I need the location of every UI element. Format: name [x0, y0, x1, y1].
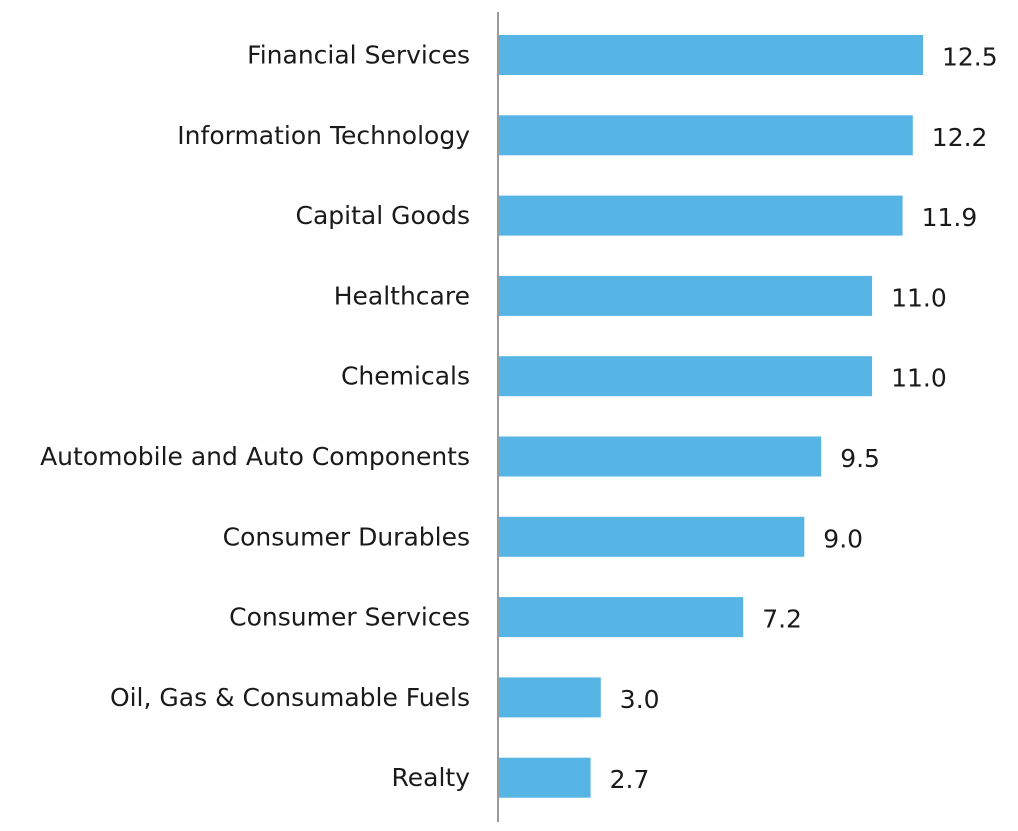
category-label: Capital Goods: [296, 201, 470, 230]
category-label: Oil, Gas & Consumable Fuels: [110, 683, 470, 712]
value-label: 11.9: [922, 203, 978, 232]
value-label: 11.0: [891, 283, 947, 312]
bar-6: [499, 516, 805, 557]
bars-layer: [499, 35, 923, 798]
category-label: Information Technology: [177, 121, 470, 150]
bar-0: [499, 35, 923, 75]
bar-5: [499, 436, 822, 477]
category-labels: Financial Services Information Technology…: [40, 41, 470, 793]
category-label: Chemicals: [341, 362, 470, 391]
bar-8: [499, 677, 601, 718]
category-label: Realty: [392, 763, 471, 792]
bar-4: [499, 356, 873, 397]
category-label: Financial Services: [247, 41, 470, 70]
value-label: 3.0: [620, 685, 660, 714]
category-label: Healthcare: [334, 281, 470, 310]
bar-1: [499, 115, 913, 156]
category-label: Consumer Services: [229, 603, 470, 632]
bar-7: [499, 597, 744, 638]
bar-2: [499, 195, 903, 236]
category-label: Automobile and Auto Components: [40, 442, 470, 471]
value-label: 11.0: [891, 364, 947, 393]
value-label: 9.5: [840, 444, 880, 473]
value-label: 12.5: [942, 43, 998, 72]
bar-3: [499, 275, 873, 316]
bar-9: [499, 757, 591, 798]
category-label: Consumer Durables: [223, 522, 470, 551]
value-labels: 12.5 12.2 11.9 11.0 11.0 9.5 9.0 7.2 3.0 2.7: [610, 43, 998, 795]
value-label: 2.7: [610, 765, 650, 794]
value-label: 9.0: [823, 524, 863, 553]
value-label: 12.2: [932, 123, 988, 152]
value-label: 7.2: [762, 605, 802, 634]
